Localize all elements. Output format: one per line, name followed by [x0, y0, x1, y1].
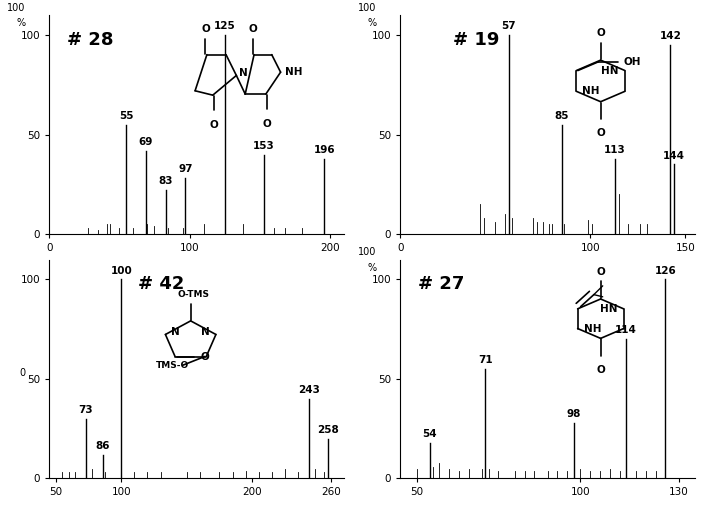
Text: 125: 125	[214, 21, 235, 31]
Text: 142: 142	[659, 31, 681, 41]
Text: 100: 100	[7, 3, 25, 13]
Text: 71: 71	[478, 355, 493, 365]
Text: # 28: # 28	[67, 31, 113, 48]
Text: 144: 144	[663, 151, 685, 160]
Text: 85: 85	[555, 111, 569, 121]
Text: N: N	[171, 327, 180, 337]
Text: 55: 55	[119, 111, 133, 121]
Text: 100: 100	[358, 3, 376, 13]
Text: TMS-O: TMS-O	[156, 361, 190, 370]
Text: HN: HN	[602, 66, 619, 75]
Text: 243: 243	[298, 385, 319, 395]
Text: 86: 86	[95, 441, 110, 450]
Text: %: %	[16, 18, 25, 29]
Text: 100: 100	[358, 247, 376, 258]
Text: O: O	[201, 24, 210, 34]
Text: O: O	[596, 364, 605, 375]
Text: 73: 73	[79, 405, 93, 415]
Text: 114: 114	[615, 325, 637, 335]
Text: # 27: # 27	[418, 275, 464, 293]
Text: 258: 258	[317, 425, 339, 435]
Text: OH: OH	[623, 57, 641, 67]
Text: %: %	[367, 18, 376, 29]
Text: # 19: # 19	[453, 31, 500, 48]
Text: 97: 97	[178, 164, 192, 175]
Text: 57: 57	[501, 21, 516, 31]
Text: 69: 69	[139, 136, 153, 147]
Text: O: O	[210, 120, 218, 130]
Text: N: N	[201, 327, 210, 337]
Text: N: N	[239, 68, 248, 78]
Text: 83: 83	[159, 177, 173, 186]
Text: 113: 113	[604, 145, 626, 155]
Text: O: O	[596, 29, 605, 38]
Text: HN: HN	[600, 304, 618, 314]
Text: NH: NH	[583, 324, 601, 333]
Text: O: O	[200, 352, 209, 361]
Text: 0: 0	[20, 369, 25, 378]
Text: O-TMS: O-TMS	[178, 290, 210, 299]
Text: O: O	[249, 24, 257, 34]
Text: NH: NH	[285, 67, 303, 77]
Text: # 42: # 42	[138, 275, 184, 293]
Text: 153: 153	[253, 140, 274, 151]
Text: 100: 100	[110, 266, 132, 275]
Text: %: %	[367, 263, 376, 273]
Text: 196: 196	[314, 145, 335, 155]
Text: 98: 98	[567, 409, 581, 419]
Text: 126: 126	[655, 266, 676, 275]
Text: O: O	[263, 119, 272, 129]
Text: 54: 54	[423, 429, 437, 439]
Text: O: O	[596, 128, 605, 138]
Text: NH: NH	[582, 87, 600, 96]
Text: O: O	[596, 267, 605, 277]
